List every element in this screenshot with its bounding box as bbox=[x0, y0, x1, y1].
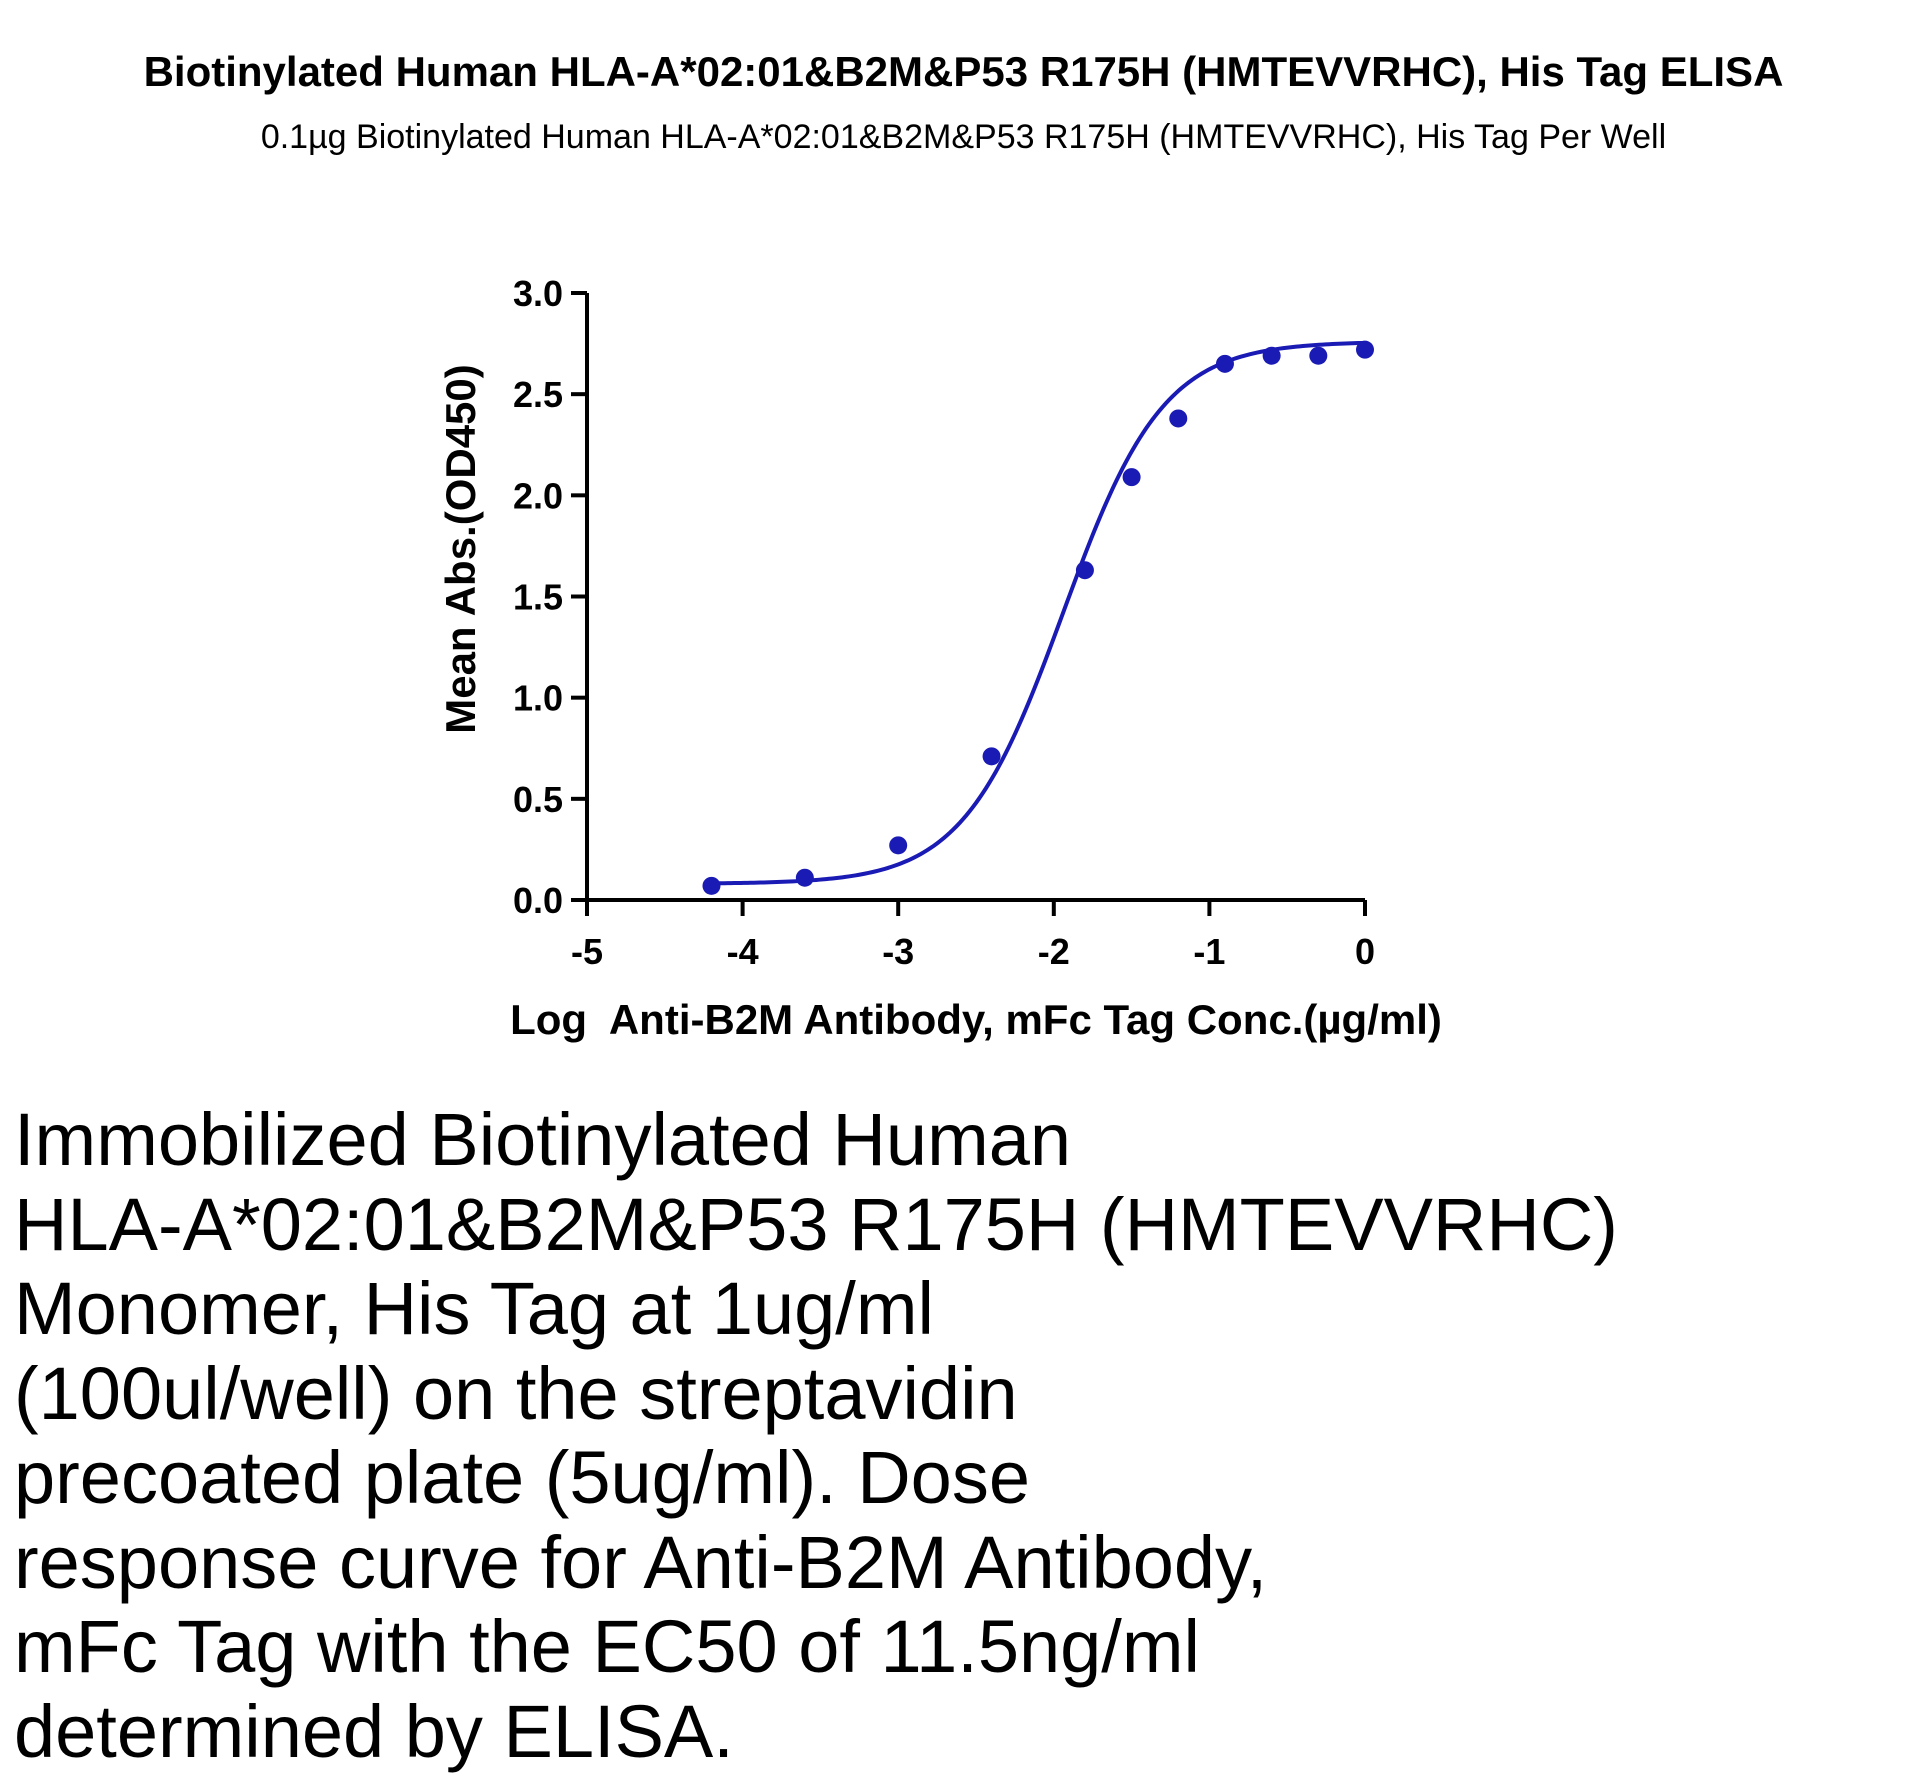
data-point bbox=[1075, 561, 1094, 580]
y-tick-label: 2.0 bbox=[513, 475, 563, 516]
caption-line: response curve for Anti-B2M Antibody, bbox=[14, 1520, 1268, 1604]
data-point bbox=[1215, 354, 1234, 373]
data-point bbox=[1309, 346, 1328, 365]
chart-title: Biotinylated Human HLA-A*02:01&B2M&P53 R… bbox=[143, 48, 1784, 95]
figure-caption: Immobilized Biotinylated Human HLA-A*02:0… bbox=[14, 1098, 1894, 1774]
x-tick-label: -3 bbox=[882, 931, 914, 972]
caption-line: precoated plate (5ug/ml). Dose bbox=[14, 1436, 1030, 1519]
elisa-chart: 0.0 0.5 1.0 1.5 2.0 2.5 3.0 -5 -4 -3 -2 -1 0 Mean A… bbox=[437, 273, 1442, 1043]
y-axis-label: Mean Abs.(OD450) bbox=[437, 364, 484, 734]
data-point bbox=[1169, 409, 1188, 428]
data-point bbox=[795, 868, 814, 887]
caption-line: Immobilized Biotinylated Human bbox=[14, 1098, 1072, 1181]
y-tick-label: 2.5 bbox=[513, 374, 563, 415]
x-axis: -5 -4 -3 -2 -1 0 bbox=[571, 898, 1375, 972]
fit-curve-layer bbox=[711, 340, 1366, 886]
y-tick-label: 3.0 bbox=[513, 273, 563, 314]
x-axis-label: Log Anti-B2M Antibody, mFc Tag Conc.(µg/… bbox=[510, 996, 1442, 1043]
caption-line: determined by ELISA. bbox=[14, 1689, 734, 1773]
x-tick-label: -5 bbox=[571, 931, 603, 972]
chart-subtitle: 0.1µg Biotinylated Human HLA-A*02:01&B2M… bbox=[260, 118, 1667, 156]
caption-line: Monomer, His Tag at 1ug/ml bbox=[14, 1267, 934, 1350]
x-tick-label: 0 bbox=[1355, 931, 1375, 972]
caption-line: mFc Tag with the EC50 of 11.5ng/ml bbox=[14, 1605, 1200, 1688]
data-point bbox=[1356, 340, 1374, 359]
x-tick-label: -1 bbox=[1193, 931, 1225, 972]
y-tick-label: 1.0 bbox=[513, 678, 563, 719]
data-points-layer bbox=[702, 340, 1374, 895]
y-axis: 0.0 0.5 1.0 1.5 2.0 2.5 3.0 bbox=[513, 273, 589, 921]
caption-line: HLA-A*02:01&B2M&P53 R175H (HMTEVVRHC) bbox=[14, 1182, 1618, 1266]
y-tick-label: 0.5 bbox=[513, 779, 563, 820]
data-point bbox=[702, 876, 721, 895]
fit-curve bbox=[711, 340, 1366, 886]
data-point bbox=[889, 836, 908, 855]
data-point bbox=[1262, 346, 1281, 365]
x-tick-label: -4 bbox=[727, 931, 759, 972]
y-tick-label: 1.5 bbox=[513, 577, 563, 618]
data-point bbox=[1122, 468, 1141, 487]
y-tick-label: 0.0 bbox=[513, 880, 563, 921]
x-tick-label: -2 bbox=[1038, 931, 1070, 972]
data-point bbox=[982, 747, 1001, 766]
caption-line: (100ul/well) on the streptavidin bbox=[14, 1351, 1018, 1435]
